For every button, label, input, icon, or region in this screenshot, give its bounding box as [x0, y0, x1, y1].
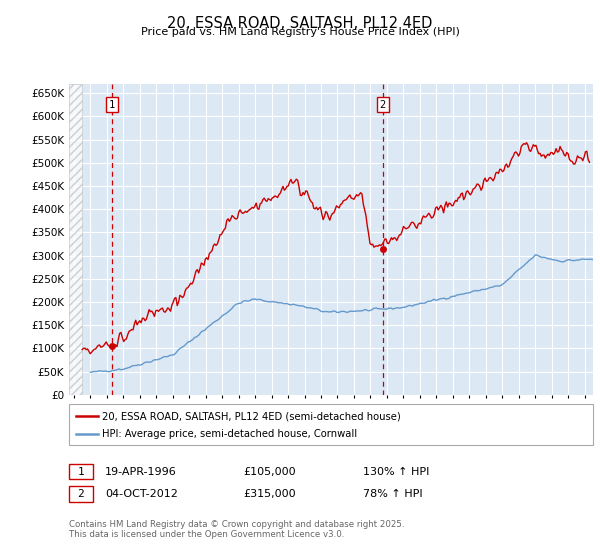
Text: £105,000: £105,000 — [243, 466, 296, 477]
Text: 2: 2 — [77, 489, 85, 499]
Text: Contains HM Land Registry data © Crown copyright and database right 2025.
This d: Contains HM Land Registry data © Crown c… — [69, 520, 404, 539]
Text: 1: 1 — [109, 100, 115, 110]
Text: 130% ↑ HPI: 130% ↑ HPI — [363, 466, 430, 477]
Text: 19-APR-1996: 19-APR-1996 — [105, 466, 177, 477]
Text: HPI: Average price, semi-detached house, Cornwall: HPI: Average price, semi-detached house,… — [102, 429, 357, 439]
Text: Price paid vs. HM Land Registry's House Price Index (HPI): Price paid vs. HM Land Registry's House … — [140, 27, 460, 37]
Text: 20, ESSA ROAD, SALTASH, PL12 4ED (semi-detached house): 20, ESSA ROAD, SALTASH, PL12 4ED (semi-d… — [102, 411, 401, 421]
Text: 04-OCT-2012: 04-OCT-2012 — [105, 489, 178, 499]
Text: 2: 2 — [380, 100, 386, 110]
Text: £315,000: £315,000 — [243, 489, 296, 499]
Text: 1: 1 — [77, 466, 85, 477]
Text: 78% ↑ HPI: 78% ↑ HPI — [363, 489, 422, 499]
Text: 20, ESSA ROAD, SALTASH, PL12 4ED: 20, ESSA ROAD, SALTASH, PL12 4ED — [167, 16, 433, 31]
